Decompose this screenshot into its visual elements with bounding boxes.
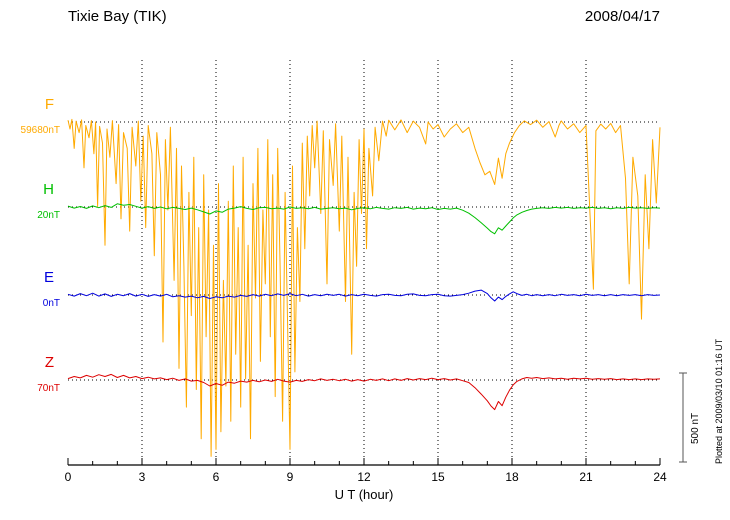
- plotted-at-note: Plotted at 2009/03/10 01:16 UT: [714, 338, 724, 464]
- x-axis-title: U T (hour): [334, 487, 394, 502]
- trace-Z: [67, 373, 661, 411]
- scalebar-label: 500 nT: [690, 412, 701, 444]
- trace-H: [67, 203, 661, 235]
- trace-F: [67, 118, 661, 457]
- plot-date: 2008/04/17: [584, 8, 660, 25]
- trace-E: [67, 289, 661, 302]
- station-title: Tixie Bay (TIK): [68, 8, 167, 25]
